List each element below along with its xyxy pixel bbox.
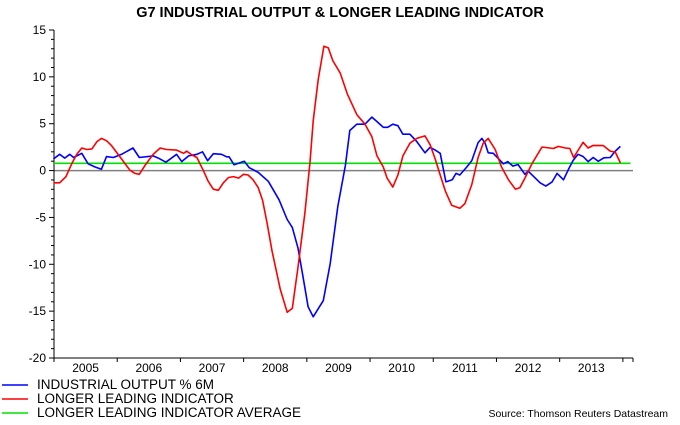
y-tick-label: 10: [33, 70, 47, 84]
x-tick-label: 2008: [262, 361, 289, 375]
x-tick-label: 2010: [388, 361, 415, 375]
y-tick-label: -5: [35, 210, 46, 224]
x-tick-label: 2006: [135, 361, 162, 375]
y-tick-label: 15: [33, 23, 47, 37]
y-tick-label: 5: [39, 117, 46, 131]
legend-label: LONGER LEADING INDICATOR AVERAGE: [37, 405, 301, 420]
source-note: Source: Thomson Reuters Datastream: [488, 408, 668, 420]
x-tick-label: 2012: [515, 361, 542, 375]
x-tick-label: 2009: [325, 361, 352, 375]
x-tick-label: 2005: [72, 361, 99, 375]
x-tick-label: 2013: [578, 361, 605, 375]
x-tick-label: 2007: [199, 361, 226, 375]
y-tick-label: 0: [39, 164, 46, 178]
y-tick-label: -20: [29, 351, 47, 365]
chart-title: G7 INDUSTRIAL OUTPUT & LONGER LEADING IN…: [136, 5, 544, 21]
x-tick-label: 2011: [452, 361, 478, 375]
series-line-longer-leading-indicator: [53, 45, 622, 314]
series-line-industrial-output-6m: [52, 116, 621, 318]
legend-label: LONGER LEADING INDICATOR: [37, 391, 234, 406]
legend-label: INDUSTRIAL OUTPUT % 6M: [37, 377, 214, 392]
y-tick-label: -10: [29, 257, 47, 271]
axes: 15 10 5 0 -5 -10 -15 -20 2005 2006 2007 2008 2009 201…: [29, 23, 634, 375]
y-tick-label: -15: [29, 304, 47, 318]
series-group: [52, 45, 631, 318]
